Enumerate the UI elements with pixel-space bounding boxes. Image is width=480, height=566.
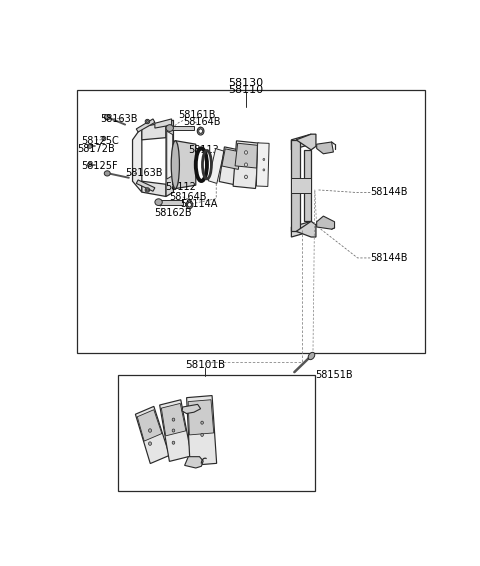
Ellipse shape [244, 175, 248, 179]
Polygon shape [208, 148, 224, 183]
Polygon shape [291, 178, 311, 194]
Polygon shape [256, 143, 269, 186]
Polygon shape [135, 406, 169, 464]
Polygon shape [142, 122, 166, 140]
Polygon shape [187, 396, 216, 465]
Text: 58172B: 58172B [77, 144, 115, 153]
Polygon shape [291, 140, 300, 231]
Ellipse shape [197, 127, 204, 135]
Polygon shape [317, 216, 335, 229]
Polygon shape [291, 134, 311, 150]
Bar [77, 90, 424, 353]
Text: 58164B: 58164B [169, 192, 206, 202]
Ellipse shape [201, 421, 204, 424]
Text: 58163B: 58163B [125, 169, 163, 178]
Text: 58112: 58112 [165, 182, 196, 192]
Ellipse shape [146, 121, 148, 123]
Polygon shape [222, 149, 240, 169]
Ellipse shape [148, 429, 152, 432]
Ellipse shape [166, 125, 173, 131]
Ellipse shape [244, 163, 248, 166]
Text: 58144B: 58144B [371, 187, 408, 197]
Text: 58101B: 58101B [185, 360, 225, 370]
Polygon shape [291, 221, 311, 237]
Ellipse shape [172, 429, 175, 432]
Ellipse shape [188, 203, 192, 207]
Polygon shape [137, 410, 162, 441]
Ellipse shape [104, 171, 110, 176]
Text: 58151B: 58151B [315, 370, 352, 380]
Ellipse shape [186, 201, 193, 209]
Text: 58125C: 58125C [81, 136, 119, 146]
Polygon shape [175, 141, 196, 188]
Polygon shape [160, 400, 192, 461]
Polygon shape [185, 457, 203, 468]
Text: 58130: 58130 [228, 78, 264, 88]
Ellipse shape [201, 434, 204, 436]
Polygon shape [142, 181, 166, 196]
Ellipse shape [102, 136, 106, 141]
Polygon shape [132, 127, 142, 192]
Text: 58162B: 58162B [154, 208, 192, 217]
Text: 58113: 58113 [188, 145, 219, 155]
Polygon shape [155, 119, 172, 128]
Ellipse shape [145, 119, 150, 124]
FancyBboxPatch shape [170, 126, 194, 130]
Ellipse shape [172, 441, 175, 444]
Polygon shape [296, 221, 316, 237]
Ellipse shape [172, 418, 175, 421]
FancyBboxPatch shape [158, 200, 183, 204]
Polygon shape [233, 141, 259, 188]
Polygon shape [161, 404, 186, 436]
Ellipse shape [104, 114, 110, 120]
Polygon shape [219, 147, 241, 185]
Ellipse shape [263, 158, 265, 161]
Ellipse shape [148, 442, 152, 445]
Polygon shape [235, 143, 257, 168]
Text: 58164B: 58164B [183, 117, 220, 127]
Ellipse shape [199, 129, 203, 134]
Ellipse shape [308, 353, 315, 359]
Ellipse shape [145, 188, 150, 192]
Polygon shape [188, 400, 214, 435]
Polygon shape [136, 180, 155, 191]
Polygon shape [136, 119, 155, 132]
Polygon shape [304, 150, 311, 221]
Ellipse shape [155, 199, 162, 205]
Ellipse shape [87, 144, 92, 148]
Ellipse shape [87, 162, 92, 166]
Text: 58144B: 58144B [371, 252, 408, 263]
Text: 58110: 58110 [228, 85, 264, 95]
Text: 58163B: 58163B [100, 114, 138, 124]
Polygon shape [166, 120, 173, 196]
Text: 58114A: 58114A [180, 199, 217, 209]
Bar [118, 375, 315, 491]
Ellipse shape [244, 151, 248, 154]
Text: 58161B: 58161B [178, 110, 216, 119]
Polygon shape [167, 131, 173, 179]
Ellipse shape [263, 169, 265, 171]
Ellipse shape [171, 141, 180, 188]
Polygon shape [317, 142, 334, 154]
Polygon shape [296, 134, 316, 150]
Text: 58125F: 58125F [81, 161, 118, 171]
Polygon shape [182, 404, 201, 414]
Ellipse shape [146, 189, 148, 191]
